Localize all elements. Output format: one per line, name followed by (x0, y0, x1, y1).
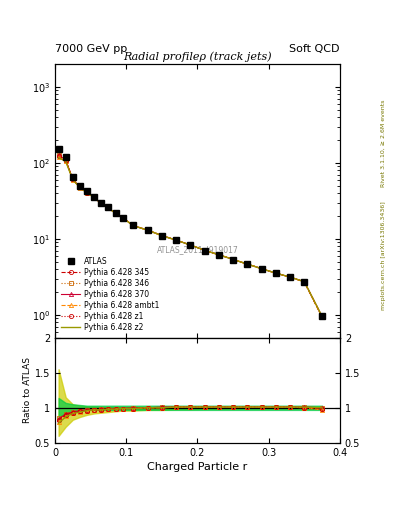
Y-axis label: Ratio to ATLAS: Ratio to ATLAS (23, 357, 32, 423)
Text: mcplots.cern.ch [arXiv:1306.3436]: mcplots.cern.ch [arXiv:1306.3436] (381, 202, 386, 310)
Text: 7000 GeV pp: 7000 GeV pp (55, 44, 127, 54)
X-axis label: Charged Particle r: Charged Particle r (147, 462, 248, 472)
Legend: ATLAS, Pythia 6.428 345, Pythia 6.428 346, Pythia 6.428 370, Pythia 6.428 ambt1,: ATLAS, Pythia 6.428 345, Pythia 6.428 34… (59, 255, 162, 334)
Title: Radial profileρ (track jets): Radial profileρ (track jets) (123, 51, 272, 62)
Text: ATLAS_2011_I919017: ATLAS_2011_I919017 (156, 246, 239, 254)
Text: Rivet 3.1.10, ≥ 2.6M events: Rivet 3.1.10, ≥ 2.6M events (381, 100, 386, 187)
Text: Soft QCD: Soft QCD (290, 44, 340, 54)
